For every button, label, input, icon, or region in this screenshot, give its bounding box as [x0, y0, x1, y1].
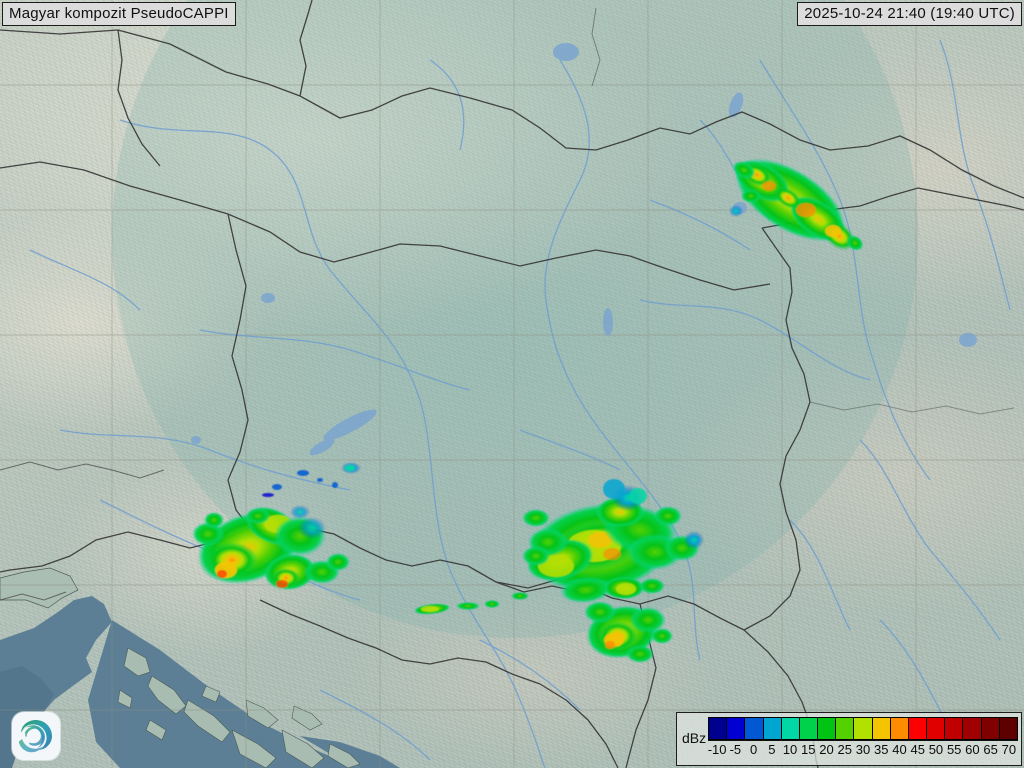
dbz-colorbar-legend: dBz -10 -5 0 5 10 15 20 25 30 35 40 45 50 55 60 65 70 — [676, 712, 1022, 766]
dbz-unit-label: dBz — [682, 730, 707, 746]
echo-northeast-band — [729, 158, 864, 251]
colorbar-swatch-5 — [762, 717, 781, 740]
echo-southwest-cluster — [192, 505, 350, 591]
colorbar-tick-35: 35 — [874, 742, 889, 757]
colorbar-swatch-50 — [926, 717, 945, 740]
colorbar-tick-55: 55 — [946, 742, 962, 757]
echo-south-lobe — [584, 601, 673, 663]
colorbar-axis-line — [708, 740, 1018, 741]
page-title: Magyar kompozit PseudoCAPPI — [2, 2, 236, 26]
colorbar-tick-15: 15 — [801, 742, 816, 757]
colorbar-swatch-70 — [998, 717, 1018, 740]
colorbar-swatch-55 — [944, 717, 963, 740]
colorbar-swatch-25 — [835, 717, 854, 740]
colorbar-tick-60: 60 — [965, 742, 980, 757]
colorbar-tick-0: 0 — [749, 742, 758, 757]
colorbar-tick--5: -5 — [729, 742, 742, 757]
radar-echo-layer — [192, 158, 864, 663]
timestamp-label: 2025-10-24 21:40 (19:40 UTC) — [797, 2, 1022, 26]
colorbar-tick-45: 45 — [910, 742, 925, 757]
colorbar-swatch-30 — [853, 717, 872, 740]
colorbar-tick-70: 70 — [1001, 742, 1017, 757]
echo-southwest-small-cells — [414, 592, 529, 615]
swirl-icon — [18, 720, 52, 753]
colorbar-tick-25: 25 — [837, 742, 852, 757]
sea-adriatic — [0, 567, 400, 768]
colorbar-tick-labels: -10 -5 0 5 10 15 20 25 30 35 40 45 50 55 60 65 70 — [708, 742, 1018, 760]
colorbar-swatch-35 — [871, 717, 890, 740]
colorbar-swatch-65 — [980, 717, 999, 740]
colorbar-tick-40: 40 — [892, 742, 907, 757]
colorbar-swatch--10 — [708, 717, 727, 740]
lakes-layer — [191, 43, 977, 456]
colorbar-swatch-45 — [907, 717, 927, 740]
colorbar-swatch-10 — [780, 717, 799, 740]
colorbar-tick-20: 20 — [819, 742, 834, 757]
colorbar-tick-50: 50 — [928, 742, 944, 757]
colorbar-tick-30: 30 — [855, 742, 871, 757]
omsz-swirl-logo[interactable] — [12, 712, 60, 760]
colorbar-swatch-15 — [798, 717, 818, 740]
colorbar-swatch-40 — [889, 717, 908, 740]
colorbar-tick-65: 65 — [983, 742, 998, 757]
colorbar-swatch-20 — [817, 717, 836, 740]
echo-south-central-cluster — [522, 479, 704, 604]
colorbar-tick-10: 10 — [782, 742, 798, 757]
echo-central-weak-specks — [262, 462, 361, 497]
colorbar-swatch-60 — [962, 717, 981, 740]
colorbar-swatch-0 — [744, 717, 763, 740]
colorbar-swatches — [708, 717, 1018, 740]
rivers-layer — [29, 39, 1011, 768]
colorbar-tick-5: 5 — [768, 742, 776, 757]
colorbar-tick--10: -10 — [707, 742, 727, 757]
colorbar-swatch--5 — [726, 717, 745, 740]
